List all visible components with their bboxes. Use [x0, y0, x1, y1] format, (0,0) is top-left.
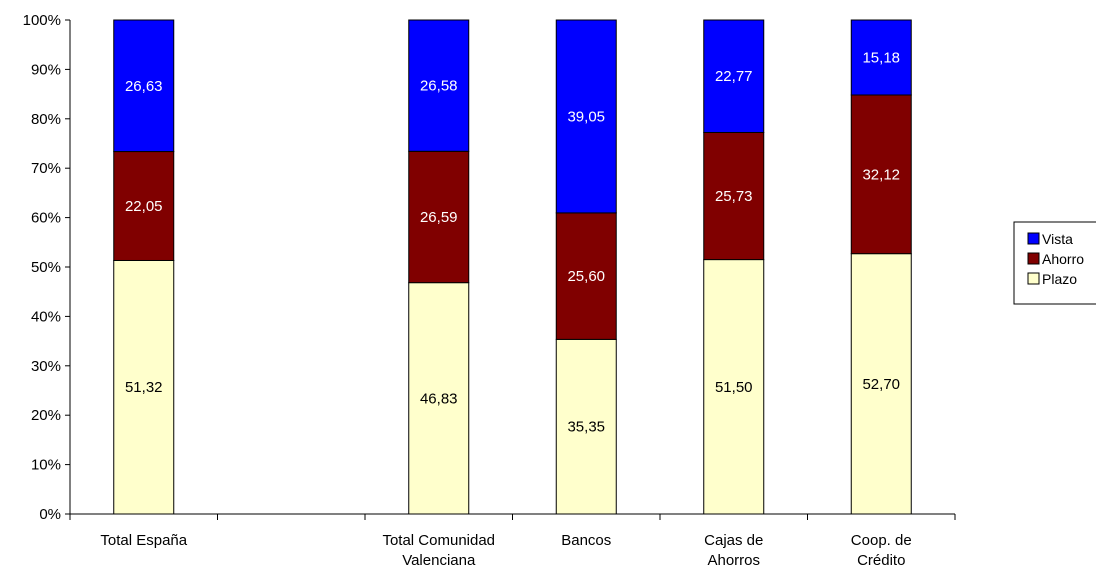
- bar-segment-ahorro: [703, 131, 765, 261]
- data-label: 25,60: [567, 268, 605, 285]
- bar-segment-vista: [408, 19, 470, 152]
- data-label: 35,35: [567, 419, 605, 436]
- y-tick-label: 40%: [31, 308, 61, 325]
- bar-segment-vista: [850, 19, 912, 96]
- legend-swatch-ahorro: [1027, 252, 1040, 265]
- bar-segment-vista: [113, 19, 175, 153]
- bar-segment-vista: [703, 19, 765, 133]
- bar-segment-ahorro: [113, 151, 175, 261]
- data-label: 32,12: [862, 166, 900, 183]
- x-category-label: Total Comunidad: [382, 532, 495, 549]
- data-label: 39,05: [567, 108, 605, 125]
- data-label: 26,59: [420, 209, 458, 226]
- bar-segment-ahorro: [555, 212, 617, 340]
- y-tick-label: 70%: [31, 160, 61, 177]
- y-tick-label: 50%: [31, 259, 61, 276]
- bar-segment-plazo: [555, 338, 617, 515]
- data-label: 51,50: [715, 379, 753, 396]
- x-category-label: Total España: [100, 532, 187, 549]
- bar-segment-plazo: [850, 253, 912, 515]
- data-label: 26,58: [420, 78, 458, 95]
- data-label: 51,32: [125, 379, 163, 396]
- data-label: 52,70: [862, 376, 900, 393]
- data-label: 46,83: [420, 390, 458, 407]
- y-tick-label: 60%: [31, 210, 61, 227]
- data-label: 26,63: [125, 78, 163, 95]
- legend-label-vista: Vista: [1042, 231, 1073, 247]
- legend-swatch-plazo: [1027, 272, 1040, 285]
- y-tick-label: 90%: [31, 61, 61, 78]
- data-label: 22,77: [715, 68, 753, 85]
- legend-swatch-vista: [1027, 232, 1040, 245]
- legend-label-plazo: Plazo: [1042, 271, 1077, 287]
- y-tick-label: 100%: [23, 12, 61, 29]
- y-tick-label: 0%: [39, 506, 61, 523]
- x-category-label: Valenciana: [402, 552, 476, 569]
- data-label: 22,05: [125, 198, 163, 215]
- data-label: 25,73: [715, 188, 753, 205]
- x-category-label: Crédito: [857, 552, 905, 569]
- bar-segment-ahorro: [850, 94, 912, 255]
- y-tick-label: 20%: [31, 407, 61, 424]
- y-tick-label: 80%: [31, 111, 61, 128]
- bar-segment-ahorro: [408, 150, 470, 284]
- x-category-label: Coop. de: [851, 532, 912, 549]
- bar-segment-plazo: [113, 259, 175, 515]
- data-label: 15,18: [862, 49, 900, 66]
- bar-segment-vista: [555, 19, 617, 214]
- y-tick-label: 10%: [31, 457, 61, 474]
- bar-segment-plazo: [703, 259, 765, 515]
- bar-segment-plazo: [408, 282, 470, 515]
- x-category-label: Bancos: [561, 532, 611, 549]
- x-category-label: Ahorros: [707, 552, 760, 569]
- legend-label-ahorro: Ahorro: [1042, 251, 1084, 267]
- y-tick-label: 30%: [31, 358, 61, 375]
- x-category-label: Cajas de: [704, 532, 763, 549]
